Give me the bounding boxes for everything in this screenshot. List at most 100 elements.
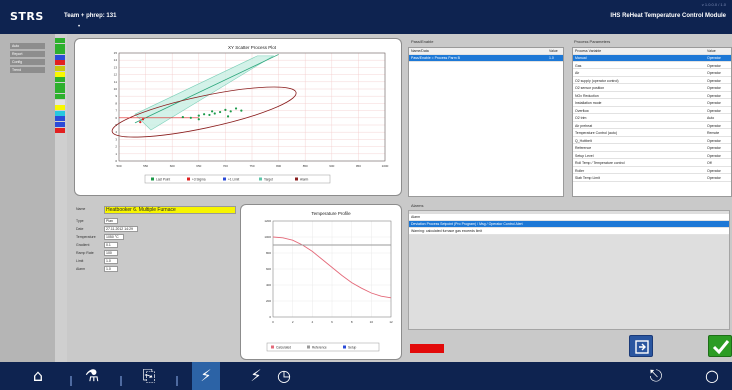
table-cell: Operator [707, 101, 721, 105]
data-point [211, 110, 214, 113]
data-point [218, 110, 222, 114]
chart-legend: Calculated Reference Setup [266, 342, 380, 352]
table-row[interactable]: Q_Hottbelt Operator [573, 138, 731, 145]
version-label: v 1.0.0.0 / 1.0 [701, 2, 726, 7]
data-point [203, 113, 206, 116]
x-tick-label: 500 [116, 164, 121, 168]
limit-field[interactable]: 1.0 [104, 258, 118, 264]
y-tick-label: 1 [115, 152, 117, 156]
table-row[interactable]: Overflow Operator [573, 108, 731, 115]
process-parameters-table: Process Variable Value Manual Operator Gas… [572, 47, 732, 197]
table-row[interactable]: Setup Level Operator [573, 153, 731, 160]
color-swatch [55, 110, 65, 116]
plot-area [272, 220, 392, 318]
alarms-title: Alarms [411, 203, 424, 208]
table-cell: Reference [575, 146, 592, 150]
y-tick-label: 1000 [264, 235, 271, 239]
color-swatch [55, 49, 65, 55]
legend-label: Reference [312, 346, 327, 350]
legend-swatch [223, 177, 226, 181]
sidebar-button-config[interactable]: Config [10, 59, 45, 65]
legend-label: Alarm [300, 178, 309, 182]
table-cell: Operator [707, 86, 721, 90]
color-swatch [55, 122, 65, 127]
sidebar-button-auto[interactable]: Auto [10, 43, 45, 49]
table-row[interactable]: NOx Reduction Operator [573, 93, 731, 100]
table-row[interactable]: Manual Operator [573, 55, 731, 62]
color-swatch-column [55, 34, 67, 362]
temperature-profile-panel: Temperature Profile 0 2 4 6 8 10 12 0 200 400 600 80… [240, 204, 402, 360]
table-row[interactable]: Roller Operator [573, 168, 731, 175]
y-tick-label: 12 [114, 73, 118, 77]
table-row[interactable]: O2 sensor position Operator [573, 85, 731, 92]
color-swatch [55, 38, 65, 43]
table-row[interactable]: Pass/Enable = Process Parm B 1.0 [409, 55, 563, 62]
y-tick-label: 1200 [264, 219, 271, 223]
legend-label: +1 Limit [228, 178, 239, 182]
temperature-field[interactable]: 1050 °C [104, 234, 124, 240]
scatter-chart-panel: XY Scatter Process Plot 500 550 600 650 700 75… [74, 38, 402, 196]
table-row[interactable]: O2 trim Auto [573, 115, 731, 122]
color-swatch [55, 77, 65, 83]
list-item[interactable]: Deviation Process Setpoint (Pro Program)… [409, 221, 729, 228]
color-swatch [55, 66, 65, 71]
table-row[interactable]: Installation mode Operator [573, 100, 731, 107]
table-row[interactable]: Air Operator [573, 70, 731, 77]
table-cell: Operator [707, 56, 721, 60]
ramp-rate-field[interactable]: 100 [104, 250, 118, 256]
table-cell: Installation mode [575, 101, 602, 105]
color-swatch [55, 116, 65, 122]
name-field[interactable]: Heatbooker 6. Multiple Furnace [104, 206, 236, 214]
data-point [197, 114, 200, 117]
table-cell: Air [575, 71, 580, 75]
clock-icon[interactable]: ◷ [277, 366, 291, 385]
table-row[interactable]: O2 supply (operator control) Operator [573, 78, 731, 85]
pass-enable-table: Name/Data Value Pass/Enable = Process Pa… [408, 47, 564, 197]
table-cell: Manual [575, 56, 587, 60]
trend-icon[interactable]: ⚡ [250, 366, 262, 385]
confirm-button[interactable] [708, 335, 732, 357]
y-tick-label: 15 [114, 51, 118, 55]
process-parameters-title: Process Parameters [574, 39, 611, 44]
table-row[interactable]: Reference Operator [573, 145, 731, 152]
divider [176, 376, 178, 386]
checkmark-icon [712, 340, 730, 355]
type-field[interactable]: Plan [104, 218, 118, 224]
sidebar-button-report[interactable]: Report [10, 51, 45, 57]
table-cell: 1.0 [549, 56, 554, 60]
home-icon[interactable]: ⌂ [32, 366, 44, 385]
color-swatch [55, 43, 65, 49]
gradient-field[interactable]: 0.1 [104, 242, 118, 248]
x-tick-label: 1000 [382, 164, 389, 168]
table-row[interactable]: Temperature Control (auto) Remote [573, 130, 731, 137]
type-label: Type [76, 219, 84, 223]
table-row[interactable]: Gas Operator [573, 63, 731, 70]
power-icon[interactable]: ○ [705, 366, 719, 385]
table-row[interactable]: Slab Temp Limit Operator [573, 175, 731, 182]
process-icon[interactable]: ⚗ [84, 366, 100, 385]
color-swatch [55, 105, 65, 111]
table-row[interactable]: Roll Temp / Temperature control Off [573, 160, 731, 167]
y-tick-label: 13 [114, 65, 118, 69]
logout-icon[interactable]: ⎋ [649, 366, 663, 385]
table-cell: Auto [707, 116, 715, 120]
list-item[interactable]: Warning: calculated furnace gas exceeds … [409, 228, 729, 235]
report-icon[interactable]: ⎘ [142, 366, 156, 385]
y-tick-label: 6 [115, 116, 117, 120]
pass-enable-title: Pass/Enable [411, 39, 434, 44]
table-cell: Operator [707, 138, 721, 143]
table-cell: Q_Hottbelt [575, 138, 592, 143]
date-field[interactable]: 27.11.2012 14:29 [104, 226, 138, 232]
x-tick-label: 800 [276, 164, 281, 168]
table-row[interactable]: Air preheat Operator [573, 123, 731, 130]
data-point [139, 121, 142, 124]
table-cell: Operator [707, 168, 721, 173]
run-icon[interactable]: ⚡ [192, 362, 220, 390]
table-cell: O2 trim [575, 116, 587, 120]
navigate-button[interactable] [629, 335, 653, 357]
app-header: STRS Team + phrep: 131 • v 1.0.0.0 / 1.0… [0, 0, 732, 34]
data-point [197, 118, 200, 121]
alarm-field[interactable]: 1.0 [104, 266, 118, 272]
plot-area [118, 52, 386, 162]
sidebar-button-trend[interactable]: Trend [10, 67, 45, 73]
